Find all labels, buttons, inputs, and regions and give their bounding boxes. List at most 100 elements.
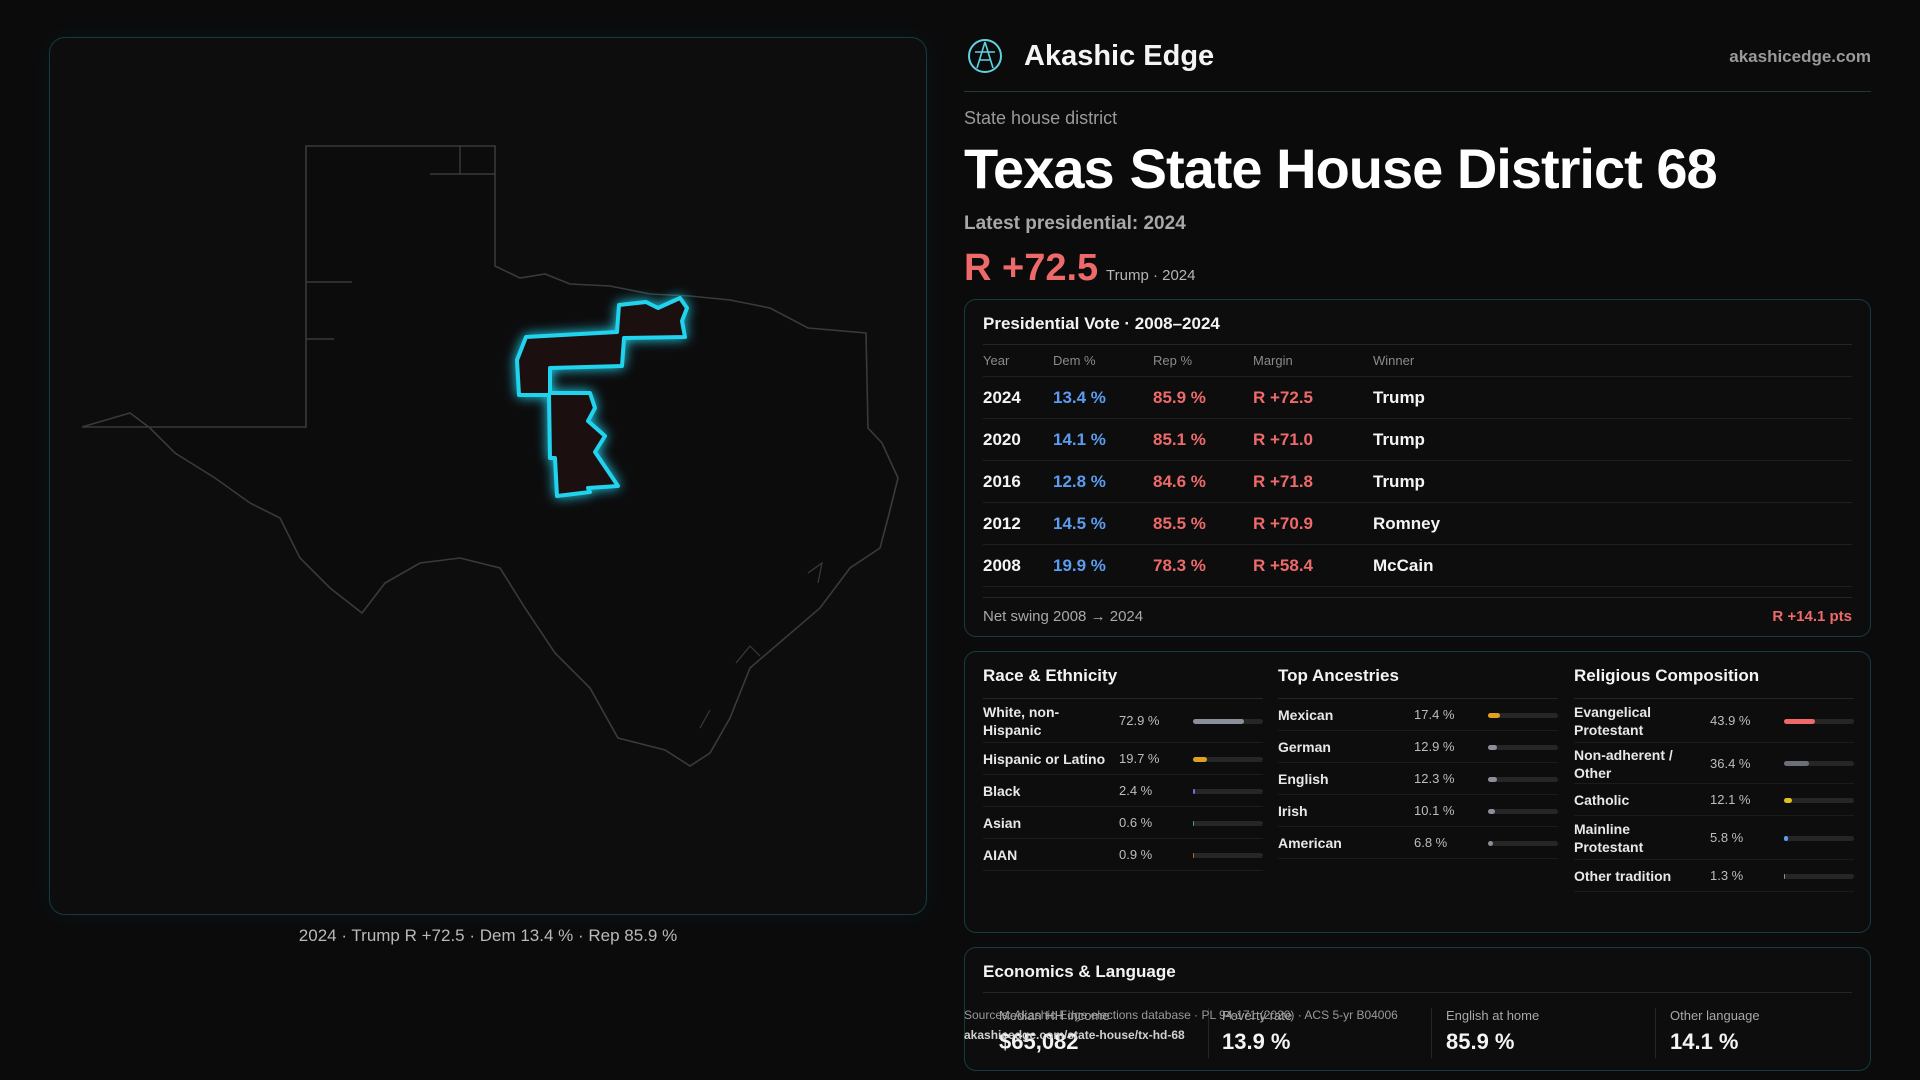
row-percent: 36.4 % [1710,755,1751,771]
stat-label: Other language [1670,1008,1760,1023]
presidential-row: 2024 13.4 % 85.9 % R +72.5 Trump [983,377,1852,419]
stat-poverty-rate: Poverty rate 13.9 % [1222,1008,1292,1055]
row-label: English [1278,771,1329,787]
row-percent: 19.7 % [1119,751,1160,766]
demographics-card: Race & Ethnicity White, non- Hispanic 72.… [964,651,1871,933]
stat-label: English at home [1446,1008,1540,1023]
winner-cell: Trump [1373,387,1425,407]
col-year: Year [983,353,1010,368]
map-caption: 2024 · Trump R +72.5 · Dem 13.4 % · Rep … [298,926,678,945]
col-rep: Rep % [1153,353,1193,368]
title-district: State House District 68 [1129,137,1718,200]
margin-sub: Trump · 2024 [1106,267,1196,284]
row-percent: 12.1 % [1710,792,1751,807]
ancestry-row: Mexican 17.4 % [1278,699,1558,731]
row-bar-track [1193,788,1263,794]
row-bar-track [1784,761,1854,766]
ancestry-section: Top Ancestries Mexican 17.4 % German 12.9 %… [1278,666,1558,859]
row-bar-track [1784,873,1854,879]
presidential-row: 2008 19.9 % 78.3 % R +58.4 McCain [983,545,1852,587]
religion-row: Non-adherent / Other 36.4 % [1574,743,1854,784]
row-percent: 72.9 % [1119,713,1160,728]
religion-row: Evangelical Protestant 43.9 % [1574,699,1854,743]
religion-title: Religious Composition [1574,666,1854,699]
row-percent: 0.6 % [1119,815,1153,830]
row-bar-track [1488,712,1558,718]
row-bar-fill [1784,835,1789,841]
coastline [699,561,823,729]
row-bar-track [1193,820,1263,826]
row-label: Other tradition [1574,868,1672,884]
row-percent: 5.8 % [1710,830,1744,845]
net-swing-row: Net swing 2008 → 2024 R +14.1 pts [983,597,1852,625]
akashic-logo-icon[interactable] [967,38,1003,74]
stat-median-income: Median HH income $65,082 [999,1008,1110,1055]
stat-other-language: Other language 14.1 % [1670,1008,1760,1055]
row-label: German [1278,739,1331,755]
economics-card: Economics & Language Median HH income $6… [964,947,1871,1071]
stat-value: 85.9 % [1446,1029,1515,1054]
row-percent: 2.4 % [1119,783,1153,798]
brand-url-link[interactable]: akashicedge.com [1729,47,1871,66]
economics-title: Economics & Language [983,962,1852,993]
margin-cell: R +70.9 [1253,513,1314,533]
row-label: Mainline Protestant [1574,821,1644,855]
source-footnote: Sources: Akashic Edge elections database… [964,1005,1398,1045]
district-68-highlight[interactable] [515,296,689,498]
row-percent: 17.4 % [1414,707,1455,722]
texas-map[interactable] [50,38,927,915]
source-url-link[interactable]: akashicedge.com/state-house/tx-hd-68 [964,1028,1185,1042]
stat-divider [1208,1008,1209,1058]
presidential-row: 2016 12.8 % 84.6 % R +71.8 Trump [983,461,1852,503]
race-title: Race & Ethnicity [983,666,1263,699]
panhandle-lines [306,146,495,340]
winner-cell: Trump [1373,471,1425,491]
row-label: Hispanic or Latino [983,751,1106,767]
religion-section: Religious Composition Evangelical Protes… [1574,666,1854,892]
row-percent: 12.3 % [1414,771,1455,786]
texas-outline [81,145,899,767]
row-percent: 0.9 % [1119,847,1153,862]
margin-value: R +72.5 [964,247,1099,289]
winner-cell: Trump [1373,429,1425,449]
row-bar-track [1488,840,1558,846]
row-bar-fill [1193,788,1195,794]
margin-cell: R +72.5 [1253,387,1314,407]
district-type-kicker: State house district [964,108,1118,128]
row-bar-fill [1193,756,1207,762]
net-swing-value: R +14.1 pts [1772,608,1852,625]
margin-headline: R +72.5 Trump · 2024 [964,247,1871,291]
race-row: AIAN 0.9 % [983,839,1263,871]
row-bar-fill [1488,840,1493,846]
row-percent: 6.8 % [1414,835,1448,850]
stat-value: 14.1 % [1670,1029,1739,1054]
row-label: Non-adherent / Other [1574,746,1673,781]
row-bar-fill [1193,852,1195,858]
presidential-row: 2020 14.1 % 85.1 % R +71.0 Trump [983,419,1852,461]
year-cell: 2024 [983,387,1021,407]
winner-cell: McCain [1373,555,1434,575]
year-cell: 2012 [983,513,1021,533]
winner-cell: Romney [1373,513,1441,533]
row-percent: 10.1 % [1414,803,1455,818]
page-title: Texas State House District 68 [964,139,1871,199]
year-cell: 2020 [983,429,1021,449]
stat-value: $65,082 [999,1029,1079,1054]
dem-cell: 14.5 % [1053,513,1106,533]
map-panel[interactable] [49,37,927,915]
row-label: AIAN [983,847,1018,863]
presidential-table-header: Year Dem % Rep % Margin Winner [983,345,1852,377]
row-bar-fill [1784,761,1810,766]
race-row: Asian 0.6 % [983,807,1263,839]
stat-divider [1431,1008,1432,1058]
row-bar-fill [1193,820,1195,826]
race-row: Hispanic or Latino 19.7 % [983,743,1263,775]
brand-name[interactable]: Akashic Edge [1024,40,1215,72]
stat-english-at-home: English at home 85.9 % [1446,1008,1539,1055]
row-bar-fill [1784,718,1815,724]
col-dem: Dem % [1053,353,1096,368]
rep-cell: 85.9 % [1153,387,1206,407]
row-bar-track [1488,808,1558,814]
col-margin: Margin [1253,353,1293,368]
dem-cell: 19.9 % [1053,555,1106,575]
